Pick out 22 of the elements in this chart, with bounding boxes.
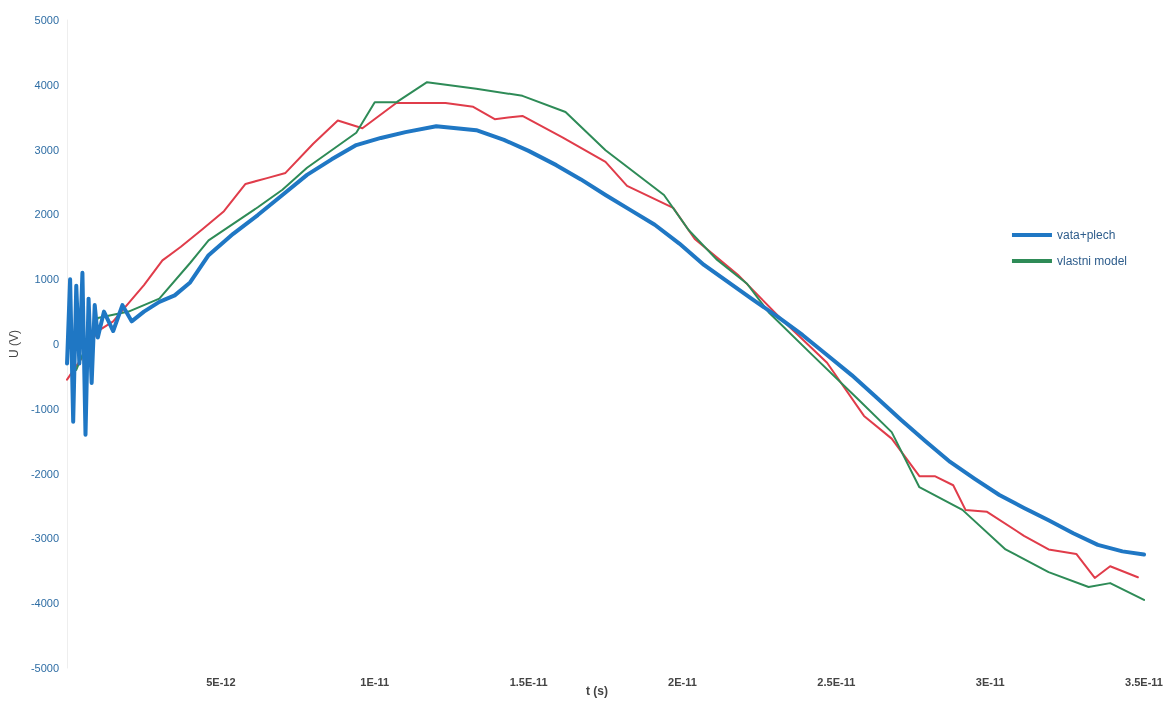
y-tick-label: -3000	[30, 532, 60, 545]
x-tick-label: 1E-11	[360, 675, 390, 688]
y-tick-label: 4000	[34, 78, 60, 91]
x-tick-label: 3E-11	[975, 675, 1005, 688]
y-tick-label: -4000	[30, 597, 60, 610]
y-tick-label: 2000	[34, 208, 60, 221]
y-tick-label: 1000	[34, 273, 60, 286]
y-tick-label: 5000	[34, 14, 60, 26]
legend-label: vata+plech	[1056, 228, 1116, 242]
y-tick-label: -2000	[30, 467, 60, 480]
x-axis-title: t (s)	[586, 684, 608, 698]
y-tick-label: -1000	[30, 402, 60, 415]
x-tick-label: 2E-11	[668, 675, 697, 688]
y-tick-label: 3000	[34, 143, 60, 156]
y-axis-title: U (V)	[7, 330, 21, 358]
y-tick-label: 0	[52, 338, 60, 350]
legend-label: vlastni model	[1056, 254, 1127, 268]
x-tick-label: 2.5E-11	[817, 675, 856, 688]
y-tick-label: -5000	[30, 662, 60, 674]
x-tick-label: 1.5E-11	[509, 675, 548, 688]
x-tick-label: 5E-12	[206, 675, 236, 688]
x-tick-label: 3.5E-11	[1125, 675, 1163, 688]
